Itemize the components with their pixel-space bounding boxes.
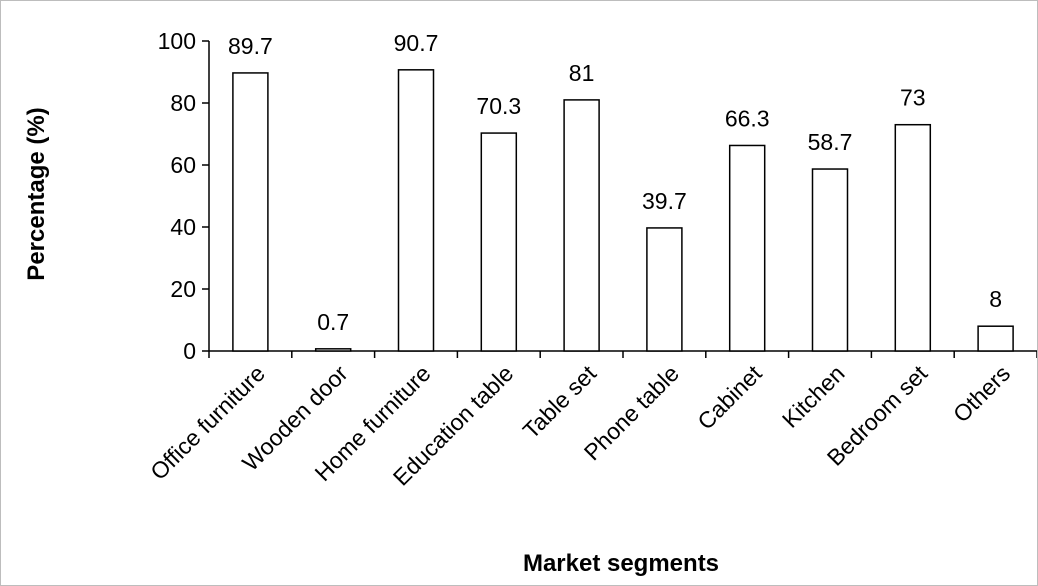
data-label: 89.7: [228, 33, 273, 59]
y-axis-title: Percentage (%): [23, 107, 50, 280]
bar: [397, 69, 435, 352]
bar: [811, 168, 849, 352]
bar: [977, 325, 1014, 352]
data-label: 70.3: [476, 93, 521, 119]
data-label: 66.3: [725, 105, 770, 131]
data-label: 90.7: [394, 30, 439, 56]
x-tick-label: Cabinet: [692, 360, 767, 435]
bar: [314, 348, 352, 352]
data-label: 8: [989, 286, 1002, 312]
y-tick-label: 0: [183, 338, 196, 364]
bar: [232, 72, 269, 352]
data-label: 81: [569, 60, 595, 86]
y-tick-label: 20: [170, 276, 196, 302]
data-label: 0.7: [317, 309, 349, 335]
bar: [894, 123, 932, 352]
x-tick-label: Kitchen: [777, 360, 850, 433]
x-tick-label: Table set: [518, 360, 602, 444]
data-label: 73: [900, 85, 926, 111]
bar: [646, 227, 683, 352]
y-tick-label: 60: [170, 152, 196, 178]
y-tick-label: 40: [170, 214, 196, 240]
data-label: 39.7: [642, 188, 687, 214]
bar: [563, 99, 600, 352]
y-tick-label: 100: [158, 28, 196, 54]
bar: [728, 144, 766, 352]
bar: [480, 132, 518, 352]
bars: [232, 69, 1014, 352]
x-axis-title: Market segments: [523, 550, 719, 577]
x-tick-label: Others: [948, 360, 1015, 427]
y-tick-label: 80: [170, 90, 196, 116]
data-label: 58.7: [808, 129, 853, 155]
